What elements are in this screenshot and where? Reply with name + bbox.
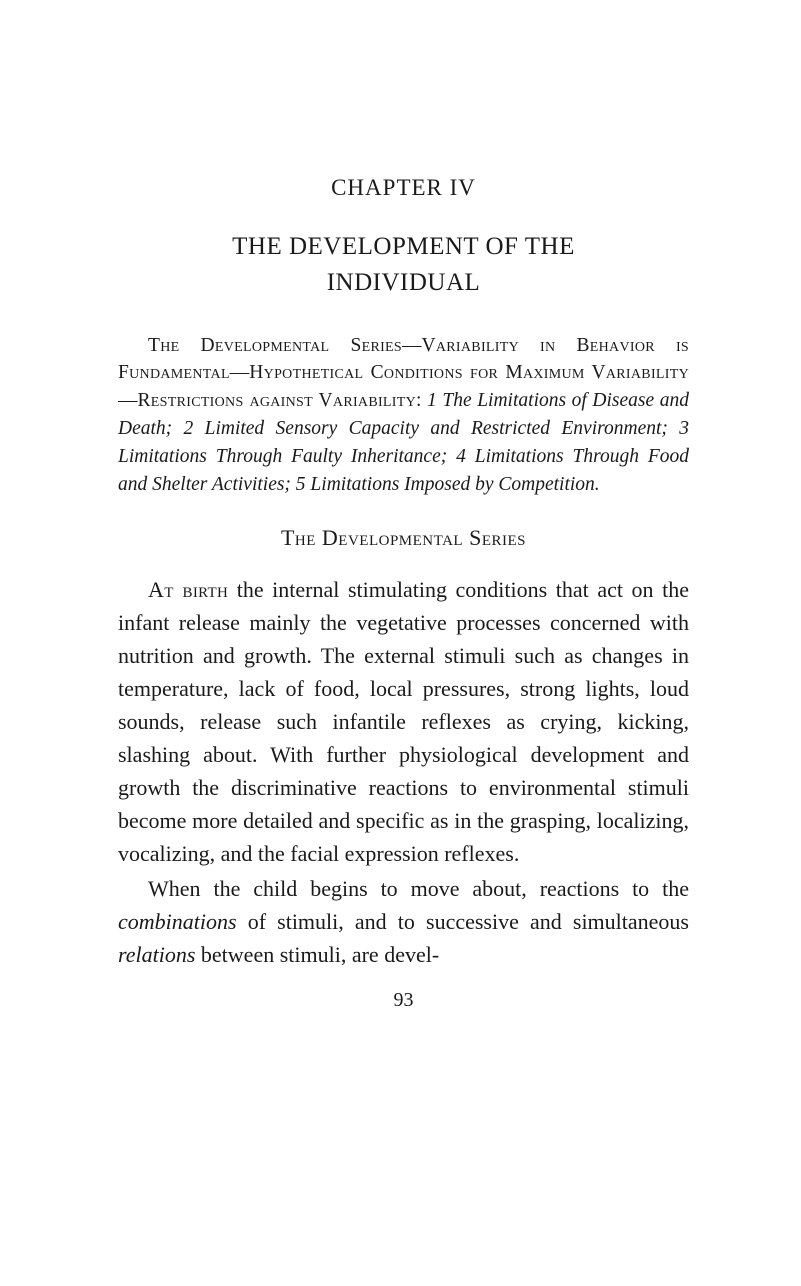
body-paragraph-2: When the child begins to move about, rea…	[118, 872, 689, 971]
synopsis-sc3: Hypothetical Conditions for Maximum Vari…	[249, 362, 689, 383]
synopsis-dash2: —	[230, 362, 250, 383]
para2-it2: relations	[118, 942, 195, 967]
chapter-synopsis: The Developmental Series—Variability in …	[118, 332, 689, 499]
synopsis-dash1: —	[402, 335, 422, 356]
synopsis-sc1: The Developmental Series	[148, 335, 402, 356]
synopsis-colon: :	[416, 390, 427, 411]
para1-rest: the internal stimulating conditions that…	[118, 577, 689, 866]
para2-t1: When the child begins to move about, rea…	[148, 876, 689, 901]
para2-it1: combinations	[118, 909, 237, 934]
body-paragraph-1: At birth the internal stimulating condit…	[118, 573, 689, 870]
para1-lead: At birth	[148, 577, 228, 602]
synopsis-dash3: —	[118, 390, 138, 411]
chapter-title-line2: INDIVIDUAL	[327, 269, 481, 296]
page-number: 93	[118, 989, 689, 1012]
para2-t3: between stimuli, are devel-	[195, 942, 439, 967]
synopsis-sc4: Restrictions against Varia­bility	[138, 390, 417, 411]
chapter-title: THE DEVELOPMENT OF THE INDIVIDUAL	[118, 229, 689, 302]
book-page: CHAPTER IV THE DEVELOPMENT OF THE INDIVI…	[0, 0, 801, 1072]
chapter-number: CHAPTER IV	[118, 175, 689, 201]
para2-t2: of stimuli, and to successive and simult…	[237, 909, 689, 934]
section-heading: The Developmental Series	[118, 525, 689, 551]
chapter-title-line1: THE DEVELOPMENT OF THE	[232, 233, 575, 260]
